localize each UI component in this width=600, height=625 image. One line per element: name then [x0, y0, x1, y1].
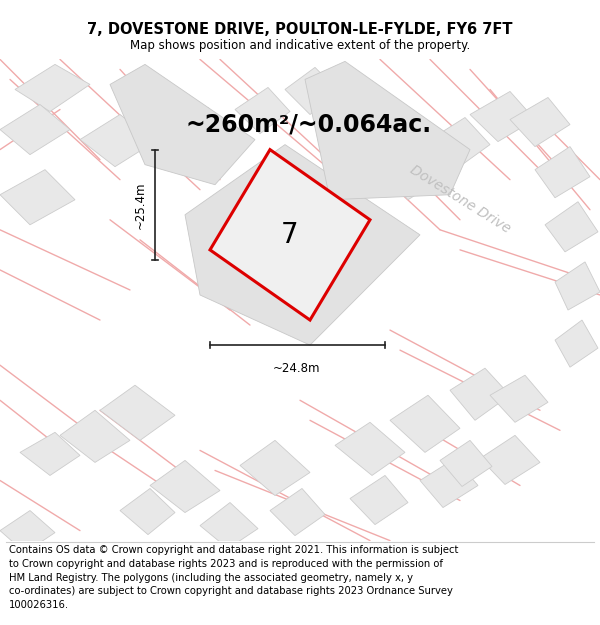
Text: ~260m²/~0.064ac.: ~260m²/~0.064ac.: [185, 112, 431, 136]
Polygon shape: [535, 147, 590, 198]
Polygon shape: [270, 489, 325, 536]
Polygon shape: [430, 118, 490, 168]
Polygon shape: [285, 68, 340, 114]
Polygon shape: [235, 88, 290, 134]
Polygon shape: [60, 410, 130, 462]
Polygon shape: [305, 61, 470, 200]
Polygon shape: [555, 320, 598, 367]
Text: Dovestone Drive: Dovestone Drive: [407, 163, 513, 236]
Text: 7: 7: [281, 221, 299, 249]
Polygon shape: [390, 395, 460, 452]
Polygon shape: [175, 107, 230, 154]
Polygon shape: [335, 422, 405, 476]
Polygon shape: [240, 441, 310, 496]
Polygon shape: [0, 169, 75, 225]
Polygon shape: [440, 441, 492, 486]
Polygon shape: [510, 98, 570, 147]
Text: Map shows position and indicative extent of the property.: Map shows position and indicative extent…: [130, 39, 470, 51]
Polygon shape: [0, 511, 55, 552]
Polygon shape: [490, 375, 548, 423]
Polygon shape: [210, 149, 370, 320]
Polygon shape: [480, 436, 540, 484]
Text: 7, DOVESTONE DRIVE, POULTON-LE-FYLDE, FY6 7FT: 7, DOVESTONE DRIVE, POULTON-LE-FYLDE, FY…: [87, 22, 513, 38]
Text: ~24.8m: ~24.8m: [273, 362, 321, 375]
Polygon shape: [0, 104, 70, 154]
Polygon shape: [185, 144, 420, 345]
Polygon shape: [470, 91, 535, 142]
Polygon shape: [380, 149, 440, 200]
Polygon shape: [110, 64, 255, 185]
Polygon shape: [20, 432, 80, 476]
Polygon shape: [100, 385, 175, 441]
Text: ~25.4m: ~25.4m: [133, 181, 146, 229]
Polygon shape: [450, 368, 510, 420]
Text: Contains OS data © Crown copyright and database right 2021. This information is : Contains OS data © Crown copyright and d…: [9, 546, 458, 610]
Polygon shape: [420, 458, 478, 508]
Polygon shape: [555, 262, 600, 310]
Polygon shape: [545, 202, 598, 252]
Polygon shape: [120, 489, 175, 534]
Polygon shape: [200, 503, 258, 549]
Polygon shape: [350, 476, 408, 524]
Polygon shape: [330, 99, 400, 152]
Polygon shape: [15, 64, 90, 111]
Polygon shape: [80, 114, 155, 167]
Polygon shape: [150, 461, 220, 512]
